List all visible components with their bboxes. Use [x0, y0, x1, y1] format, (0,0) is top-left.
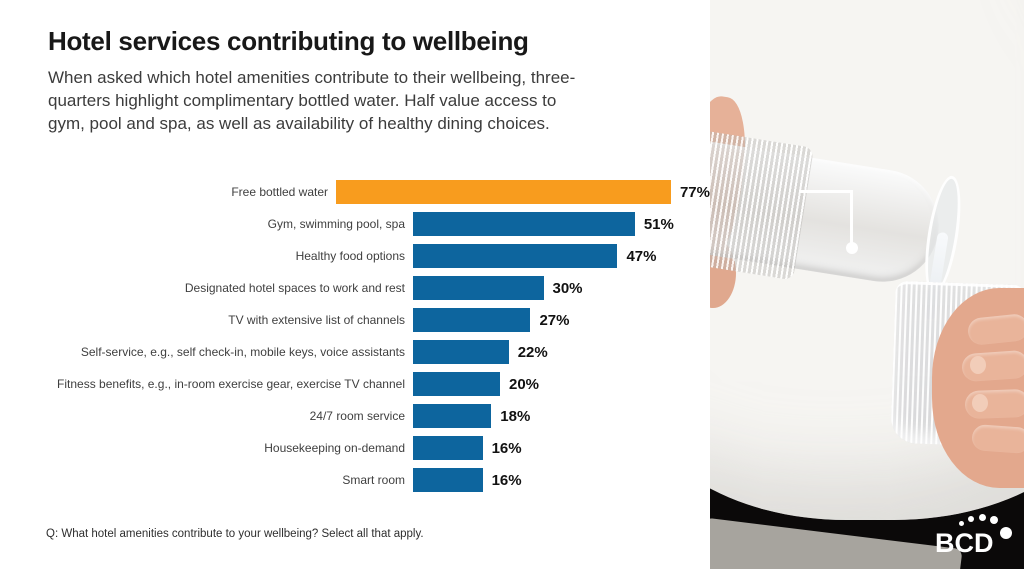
bar — [336, 180, 671, 204]
subtitle-line: gym, pool and spa, as well as availabili… — [48, 114, 550, 133]
bar — [413, 212, 635, 236]
bar-value: 77% — [679, 183, 710, 201]
logo-dot-icon — [959, 521, 964, 526]
bar-label: Healthy food options — [295, 249, 405, 263]
subtitle-line: When asked which hotel amenities contrib… — [48, 68, 576, 87]
logo-dot-icon — [990, 516, 998, 524]
bar-value: 47% — [626, 247, 657, 265]
bar-value: 16% — [491, 471, 522, 489]
page-title: Hotel services contributing to wellbeing — [48, 26, 529, 56]
chart-row: Designated hotel spaces to work and rest… — [0, 272, 710, 304]
photo-panel: BCD — [710, 0, 1024, 569]
chart-row: Housekeeping on-demand 16% — [0, 432, 710, 464]
survey-question-footnote: Q: What hotel amenities contribute to yo… — [46, 528, 424, 540]
bar-label: 24/7 room service — [309, 409, 405, 423]
chart-row: 24/7 room service 18% — [0, 400, 710, 432]
bar — [413, 404, 492, 428]
bar-label: Free bottled water — [231, 185, 329, 199]
bar-value: 20% — [509, 375, 540, 393]
bar-value: 18% — [500, 407, 531, 425]
bar — [413, 468, 483, 492]
subtitle: When asked which hotel amenities contrib… — [48, 66, 575, 135]
bar-value: 30% — [552, 279, 583, 297]
bar-value: 22% — [517, 343, 548, 361]
bar — [413, 276, 544, 300]
logo-dot-icon — [1000, 527, 1012, 539]
bar — [413, 436, 483, 460]
chart-rows: Free bottled water 77% Gym, swimming pool,… — [0, 176, 710, 496]
callout-line-vertical — [850, 190, 853, 249]
bar — [413, 372, 500, 396]
fingernail — [972, 394, 988, 412]
chart-row: TV with extensive list of channels 27% — [0, 304, 710, 336]
bar-value: 51% — [643, 215, 674, 233]
bar-value: 16% — [491, 439, 522, 457]
subtitle-line: quarters highlight complimentary bottled… — [48, 91, 557, 110]
chart-row: Healthy food options 47% — [0, 240, 710, 272]
bar — [413, 244, 618, 268]
bar — [413, 340, 509, 364]
logo-dot-icon — [979, 514, 986, 521]
bar-label: Gym, swimming pool, spa — [267, 217, 405, 231]
chart-row: Self-service, e.g., self check-in, mobil… — [0, 336, 710, 368]
bar-label: TV with extensive list of channels — [228, 313, 405, 327]
bcd-logo-text: BCD — [935, 528, 994, 558]
callout-line-horizontal — [799, 190, 853, 193]
bar-value: 27% — [539, 311, 570, 329]
bar-label: Smart room — [342, 473, 405, 487]
bar-label: Fitness benefits, e.g., in-room exercise… — [57, 377, 405, 391]
logo-dot-icon — [968, 516, 974, 522]
chart-row: Free bottled water 77% — [0, 176, 710, 208]
content-panel: Hotel services contributing to wellbeing… — [0, 26, 710, 540]
chart-row: Fitness benefits, e.g., in-room exercise… — [0, 368, 710, 400]
finger — [971, 424, 1024, 454]
bar-label: Housekeeping on-demand — [264, 441, 405, 455]
bcd-logo: BCD — [935, 513, 1015, 559]
chart-row: Gym, swimming pool, spa 51% — [0, 208, 710, 240]
bar-label: Designated hotel spaces to work and rest — [184, 281, 405, 295]
fingernail — [970, 356, 986, 374]
bar-label: Self-service, e.g., self check-in, mobil… — [80, 345, 405, 359]
chart-row: Smart room 16% — [0, 464, 710, 496]
finger — [966, 312, 1024, 347]
callout-dot — [846, 242, 858, 254]
bar — [413, 308, 531, 332]
